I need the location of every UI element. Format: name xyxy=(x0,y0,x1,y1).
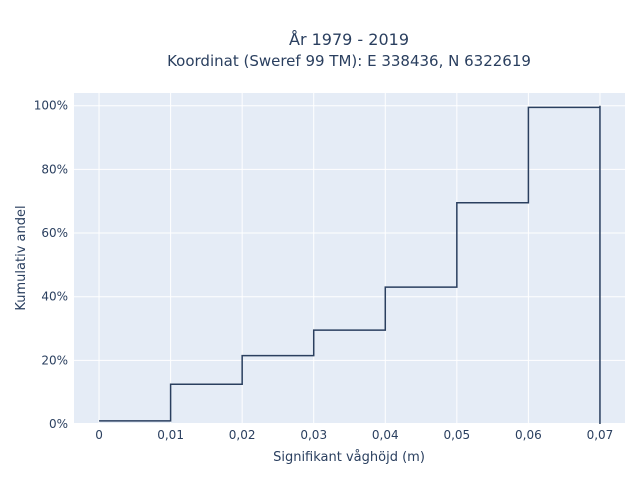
y-tick-label: 60% xyxy=(41,226,68,240)
step-line-series xyxy=(99,105,601,424)
y-tick-label: 0% xyxy=(49,417,68,431)
chart-subtitle: Koordinat (Sweref 99 TM): E 338436, N 63… xyxy=(167,52,531,70)
tick-layer: 0 0,01 0,02 0,03 0,04 0,05 0,06 0,07 0% 20% 40% 60%… xyxy=(34,99,614,442)
y-tick-label: 40% xyxy=(41,290,68,304)
plot-background xyxy=(74,93,625,424)
x-tick-label: 0 xyxy=(95,428,103,442)
x-tick-label: 0,03 xyxy=(300,428,327,442)
x-tick-label: 0,06 xyxy=(515,428,542,442)
y-tick-label: 20% xyxy=(41,353,68,367)
x-tick-label: 0,01 xyxy=(157,428,184,442)
x-axis-label: Signifikant våghöjd (m) xyxy=(273,450,425,465)
y-axis-label: Kumulativ andel xyxy=(14,205,29,310)
x-tick-label: 0,07 xyxy=(587,428,614,442)
x-tick-label: 0,05 xyxy=(443,428,470,442)
x-tick-label: 0,04 xyxy=(372,428,399,442)
line-layer xyxy=(99,105,601,424)
y-tick-label: 100% xyxy=(34,99,68,113)
y-tick-label: 80% xyxy=(41,162,68,176)
chart-title: År 1979 - 2019 xyxy=(289,30,409,49)
x-tick-label: 0,02 xyxy=(229,428,256,442)
